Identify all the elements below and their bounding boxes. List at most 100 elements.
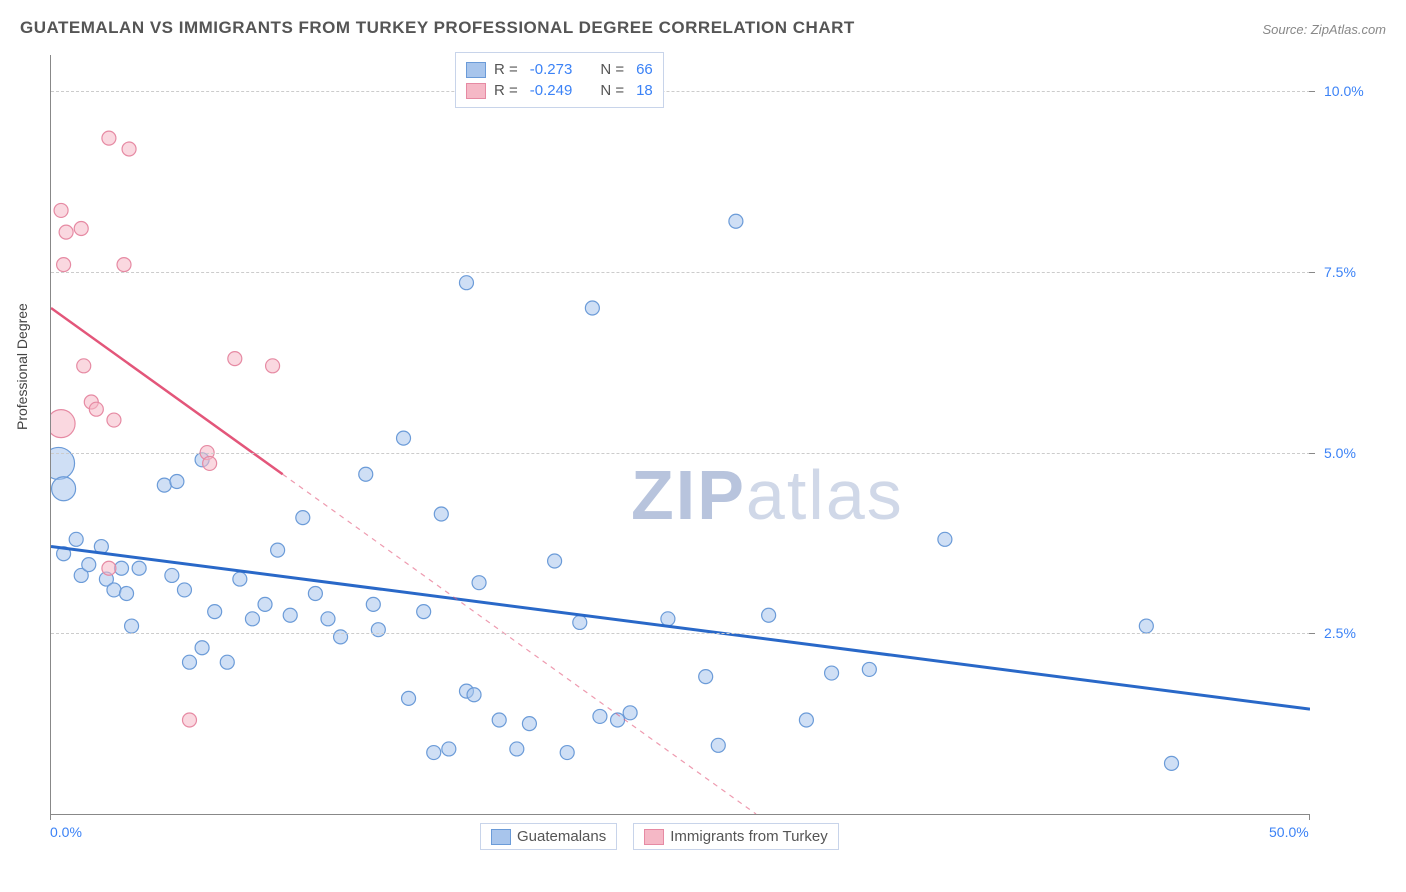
swatch-guatemalans (466, 62, 486, 78)
n-label: N = (600, 61, 624, 78)
n-value-turkey: 18 (636, 82, 653, 99)
data-point (459, 684, 473, 698)
y-tick-label: 7.5% (1324, 264, 1356, 280)
data-point (510, 742, 524, 756)
chart-title: GUATEMALAN VS IMMIGRANTS FROM TURKEY PRO… (20, 18, 855, 38)
data-point (1139, 619, 1153, 633)
data-point (623, 706, 637, 720)
data-point (1165, 756, 1179, 770)
data-point (195, 641, 209, 655)
x-tick-label: 0.0% (50, 824, 82, 840)
data-point (52, 477, 76, 501)
data-point (729, 214, 743, 228)
data-point (266, 359, 280, 373)
data-point (334, 630, 348, 644)
data-point (102, 561, 116, 575)
correlation-legend: R = -0.273 N = 66 R = -0.249 N = 18 (455, 52, 664, 108)
data-point (799, 713, 813, 727)
n-label: N = (600, 82, 624, 99)
gridline (51, 633, 1310, 634)
data-point (125, 619, 139, 633)
data-point (427, 746, 441, 760)
data-point (182, 713, 196, 727)
data-point (938, 532, 952, 546)
data-point (182, 655, 196, 669)
data-point (442, 742, 456, 756)
data-point (585, 301, 599, 315)
y-tick-label: 5.0% (1324, 445, 1356, 461)
data-point (711, 738, 725, 752)
data-point (84, 395, 98, 409)
data-point (82, 558, 96, 572)
data-point (99, 572, 113, 586)
data-point (51, 410, 75, 438)
data-point (308, 587, 322, 601)
data-point (467, 688, 481, 702)
data-point (366, 597, 380, 611)
gridline (51, 91, 1310, 92)
data-point (195, 453, 209, 467)
data-point (122, 142, 136, 156)
data-point (245, 612, 259, 626)
data-point (296, 511, 310, 525)
data-point (402, 691, 416, 705)
data-point (89, 402, 103, 416)
data-point (57, 258, 71, 272)
data-point (359, 467, 373, 481)
legend-label-turkey: Immigrants from Turkey (670, 828, 828, 845)
data-point (157, 478, 171, 492)
data-point (74, 221, 88, 235)
data-point (54, 203, 68, 217)
data-point (170, 474, 184, 488)
plot-area: ZIPatlas (50, 55, 1310, 815)
data-point (203, 456, 217, 470)
data-point (611, 713, 625, 727)
legend-row-guatemalans: R = -0.273 N = 66 (466, 59, 653, 80)
data-point (283, 608, 297, 622)
data-point (77, 359, 91, 373)
data-point (271, 543, 285, 557)
swatch-guatemalans-icon (491, 829, 511, 845)
data-point (762, 608, 776, 622)
legend-item-guatemalans: Guatemalans (480, 823, 617, 850)
data-point (661, 612, 675, 626)
data-point (593, 709, 607, 723)
data-point (825, 666, 839, 680)
data-point (74, 568, 88, 582)
data-point (132, 561, 146, 575)
data-point (69, 532, 83, 546)
series-legend: Guatemalans Immigrants from Turkey (480, 823, 839, 850)
data-point (102, 131, 116, 145)
legend-row-turkey: R = -0.249 N = 18 (466, 80, 653, 101)
data-point (699, 670, 713, 684)
data-point (220, 655, 234, 669)
data-point (165, 568, 179, 582)
data-point (371, 623, 385, 637)
r-value-guatemalans: -0.273 (530, 61, 573, 78)
data-point (492, 713, 506, 727)
data-point (94, 540, 108, 554)
source-attribution: Source: ZipAtlas.com (1262, 22, 1386, 37)
data-point (459, 276, 473, 290)
data-point (560, 746, 574, 760)
gridline (51, 453, 1310, 454)
y-tick-label: 2.5% (1324, 625, 1356, 641)
data-point (472, 576, 486, 590)
n-value-guatemalans: 66 (636, 61, 653, 78)
watermark: ZIPatlas (631, 455, 904, 535)
data-point (258, 597, 272, 611)
data-point (321, 612, 335, 626)
data-point (233, 572, 247, 586)
data-point (417, 605, 431, 619)
r-label: R = (494, 61, 518, 78)
data-point (107, 413, 121, 427)
data-point (115, 561, 129, 575)
swatch-turkey (466, 83, 486, 99)
y-tick-label: 10.0% (1324, 83, 1364, 99)
data-point (228, 352, 242, 366)
x-tick-label: 50.0% (1269, 824, 1309, 840)
data-point (548, 554, 562, 568)
data-point (397, 431, 411, 445)
gridline (51, 272, 1310, 273)
scatter-svg (51, 55, 1310, 814)
